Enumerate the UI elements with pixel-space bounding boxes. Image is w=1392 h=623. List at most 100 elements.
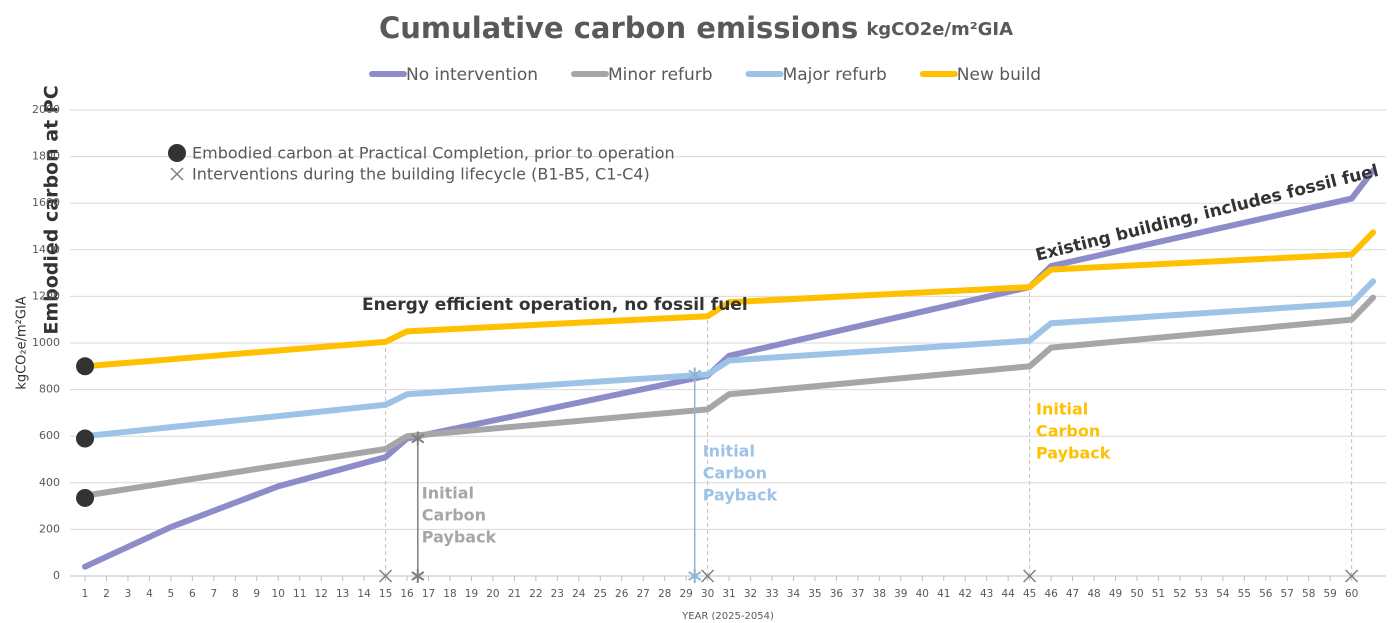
payback-label: Carbon <box>422 506 486 525</box>
x-tick-label: 29 <box>679 588 692 600</box>
x-tick-label: 18 <box>443 588 456 600</box>
title-main: Cumulative carbon emissions <box>379 11 858 45</box>
intervention-marker <box>1345 569 1359 583</box>
cross <box>701 569 715 583</box>
cross <box>1023 569 1037 583</box>
x-tick-label: 23 <box>551 588 564 600</box>
intervention-marker <box>701 569 715 583</box>
x-tick-label: 6 <box>189 588 196 600</box>
x-tick-label: 50 <box>1130 588 1143 600</box>
y-side-label: Embodied carbon at PC <box>41 85 63 334</box>
x-tick-label: 12 <box>314 588 327 600</box>
x-tick-label: 54 <box>1216 588 1230 600</box>
x-tick-label: 20 <box>486 588 499 600</box>
x-tick-label: 41 <box>937 588 950 600</box>
y-tick-label: 400 <box>39 476 60 489</box>
asterisk <box>411 569 425 583</box>
x-tick-label: 55 <box>1238 588 1251 600</box>
x-tick-label: 1 <box>82 588 89 600</box>
x-tick-label: 2 <box>103 588 110 600</box>
y-tick-label: 800 <box>39 383 60 396</box>
embodied-marker <box>76 429 95 448</box>
x-tick-label: 9 <box>253 588 260 600</box>
y-tick-label: 1800 <box>32 150 60 163</box>
x-tick-label: 46 <box>1044 588 1058 600</box>
x-tick-label: 49 <box>1109 588 1122 600</box>
y-tick-label: 1200 <box>32 289 60 302</box>
x-tick-label: 30 <box>701 588 714 600</box>
x-tick-label: 26 <box>615 588 629 600</box>
x-tick-label: 10 <box>272 588 285 600</box>
x-tick-label: 8 <box>232 588 239 600</box>
y-tick-label: 1400 <box>32 243 60 256</box>
x-tick-label: 40 <box>916 588 929 600</box>
x-tick-label: 27 <box>637 588 650 600</box>
x-tick-label: 28 <box>658 588 671 600</box>
legend-label: No intervention <box>406 65 538 85</box>
x-tick-label: 24 <box>572 588 586 600</box>
asterisk <box>688 569 702 583</box>
intervention-marker <box>379 569 393 583</box>
payback-label: Carbon <box>703 464 767 483</box>
legend-label: Major refurb <box>783 65 887 85</box>
payback-label: Payback <box>1036 444 1111 463</box>
x-tick-label: 58 <box>1302 588 1315 600</box>
y-tick-label: 1600 <box>32 196 60 209</box>
asterisk <box>411 431 425 446</box>
x-tick-label: 3 <box>125 588 132 600</box>
x-tick-label: 43 <box>980 588 993 600</box>
payback-label: Initial <box>703 442 755 461</box>
x-tick-label: 33 <box>765 588 778 600</box>
x-tick-label: 4 <box>146 588 153 600</box>
intervention-marker <box>1023 569 1037 583</box>
note: Interventions during the building lifecy… <box>192 165 650 184</box>
series-line <box>82 294 1377 499</box>
x-tick-label: 60 <box>1345 588 1358 600</box>
x-tick-label: 53 <box>1195 588 1208 600</box>
x-tick-label: 38 <box>873 588 886 600</box>
cross <box>1345 569 1359 583</box>
title-unit: kgCO2e/m²GIA <box>866 19 1013 40</box>
note-dot <box>168 144 186 162</box>
x-tick-label: 39 <box>894 588 907 600</box>
y-tick-label: 1000 <box>32 336 60 349</box>
x-tick-label: 19 <box>465 588 478 600</box>
payback-label: Payback <box>422 528 497 547</box>
x-tick-label: 36 <box>830 588 844 600</box>
legend-label: Minor refurb <box>608 65 713 85</box>
x-tick-label: 5 <box>168 588 175 600</box>
x-tick-label: 35 <box>808 588 821 600</box>
x-tick-label: 25 <box>594 588 607 600</box>
x-axis-label: YEAR (2025-2054) <box>681 611 774 622</box>
x-tick-label: 16 <box>400 588 414 600</box>
x-tick-label: 59 <box>1323 588 1336 600</box>
x-tick-label: 14 <box>357 588 371 600</box>
x-tick-label: 52 <box>1173 588 1186 600</box>
payback-label: Carbon <box>1036 422 1100 441</box>
payback-label: Payback <box>703 486 778 505</box>
x-tick-label: 7 <box>210 588 217 600</box>
payback-marker <box>411 431 425 583</box>
x-tick-label: 31 <box>722 588 735 600</box>
y-tick-label: 2000 <box>32 103 60 116</box>
y-tick-label: 600 <box>39 429 60 442</box>
x-tick-label: 11 <box>293 588 306 600</box>
x-tick-label: 17 <box>422 588 435 600</box>
embodied-marker <box>76 357 95 376</box>
x-tick-label: 13 <box>336 588 349 600</box>
y-axis-label: kgCO₂e/m²GIA <box>15 296 30 389</box>
legend-label: New build <box>957 65 1041 85</box>
x-tick-label: 45 <box>1023 588 1036 600</box>
annotation: Energy efficient operation, no fossil fu… <box>362 295 748 315</box>
x-tick-label: 32 <box>744 588 757 600</box>
asterisk <box>688 367 702 382</box>
note-cross <box>170 167 184 181</box>
x-tick-label: 48 <box>1087 588 1100 600</box>
x-tick-label: 57 <box>1281 588 1294 600</box>
y-tick-label: 200 <box>39 522 60 535</box>
chart-title: Cumulative carbon emissions kgCO2e/m²GIA <box>379 11 1013 45</box>
x-tick-label: 37 <box>851 588 864 600</box>
series-line <box>82 278 1377 440</box>
payback-marker <box>688 367 702 583</box>
